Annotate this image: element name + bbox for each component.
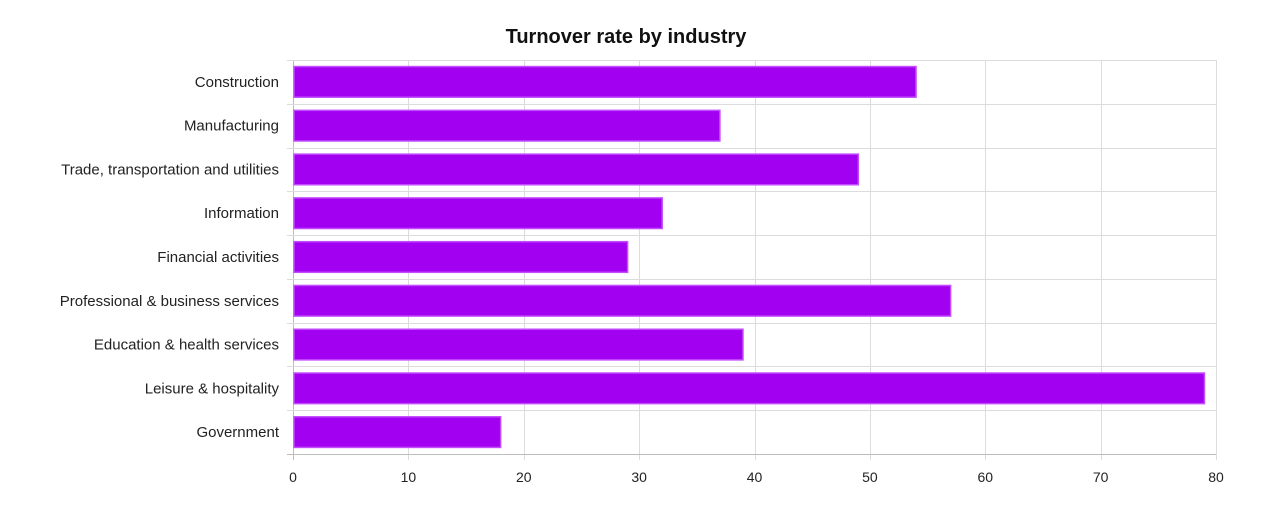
bar[interactable] <box>293 153 860 186</box>
category-label: Manufacturing <box>184 118 279 135</box>
x-tick-label: 20 <box>516 469 532 485</box>
bar[interactable] <box>293 197 663 230</box>
bars-layer <box>293 65 1206 449</box>
x-tick-label: 60 <box>977 469 993 485</box>
chart-title: Turnover rate by industry <box>506 26 748 48</box>
bar[interactable] <box>293 109 721 142</box>
x-tick-label: 30 <box>631 469 647 485</box>
x-tick-label: 70 <box>1093 469 1109 485</box>
x-tick-label: 40 <box>747 469 763 485</box>
category-label: Professional & business services <box>60 293 279 310</box>
category-label: Leisure & hospitality <box>145 380 280 397</box>
category-label: Financial activities <box>157 249 279 266</box>
category-label: Information <box>204 205 279 222</box>
bar[interactable] <box>293 284 952 317</box>
category-label: Education & health services <box>94 337 279 354</box>
bar[interactable] <box>293 372 1206 405</box>
bar[interactable] <box>293 65 917 98</box>
x-tick-labels: 0 10 20 30 40 50 60 70 80 <box>289 469 1224 485</box>
grid-layer <box>287 60 1217 460</box>
category-label: Trade, transportation and utilities <box>61 161 279 178</box>
bar[interactable] <box>293 416 502 449</box>
category-labels: Construction Manufacturing Trade, transpor… <box>60 74 280 441</box>
x-tick-label: 0 <box>289 469 297 485</box>
x-tick-label: 10 <box>401 469 417 485</box>
x-tick-label: 50 <box>862 469 878 485</box>
bar[interactable] <box>293 328 744 361</box>
category-label: Government <box>196 424 279 441</box>
x-tick-label: 80 <box>1208 469 1224 485</box>
category-label: Construction <box>195 74 279 91</box>
bar[interactable] <box>293 240 629 274</box>
